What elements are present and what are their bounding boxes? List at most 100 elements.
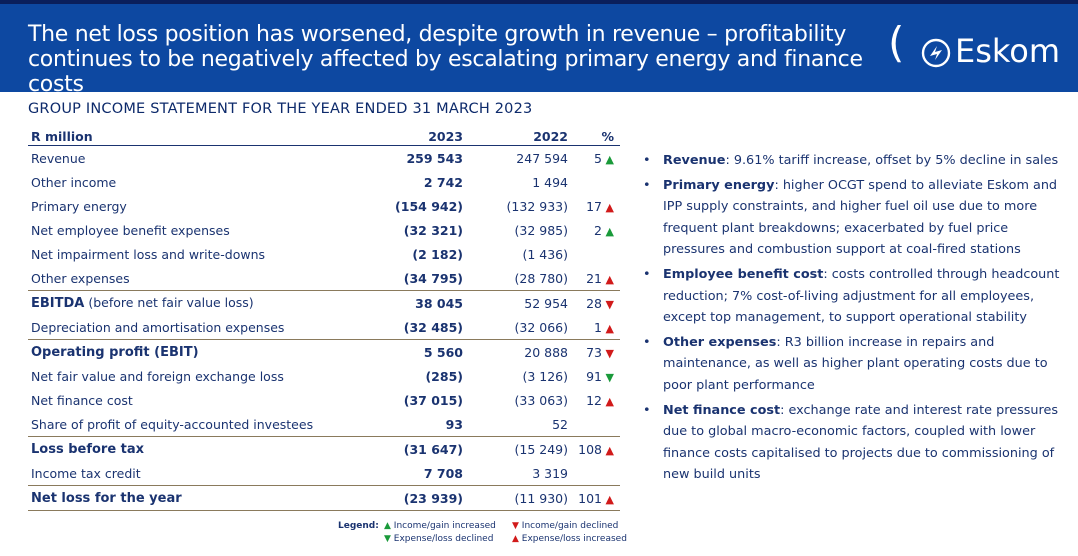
row-label-text: Depreciation and amortisation expenses: [31, 319, 285, 335]
slide-title-line2: continues to be negatively affected by e…: [28, 47, 863, 97]
row-label: EBITDA (before net fair value loss): [28, 290, 375, 315]
row-label: Share of profit of equity-accounted inve…: [28, 412, 375, 437]
slide-title: The net loss position has worsened, desp…: [28, 22, 888, 97]
row-label-text: Loss before tax: [31, 441, 145, 457]
row-label-text: Primary energy: [31, 198, 127, 214]
value-pct: 28 ▼: [568, 290, 620, 315]
table-row: Other income 2 742 1 494: [28, 170, 620, 194]
value-pct: 21 ▲: [568, 266, 620, 291]
value-2022: (32 066): [514, 319, 569, 335]
down-arrow-icon: ▼: [605, 370, 614, 384]
table-row: Revenue 259 543 247 594 5 ▲: [28, 146, 620, 171]
bullet-text: : higher OCGT spend to alleviate Eskom a…: [663, 177, 1058, 258]
row-label-text: Net finance cost: [31, 392, 133, 408]
table-header-row: R million 2023 2022 %: [28, 128, 620, 146]
header-2022: 2022: [463, 128, 568, 146]
row-label: Net impairment loss and write-downs: [28, 242, 375, 266]
value-2023: (154 942): [395, 198, 463, 214]
value-2023: (285): [425, 368, 463, 384]
bullet-dot-icon: •: [643, 266, 651, 282]
row-label: Net finance cost: [28, 388, 375, 412]
income-statement-table: R million 2023 2022 % Revenue 259 543 247 …: [28, 128, 620, 511]
row-label: Primary energy: [28, 194, 375, 218]
bullet-other-expenses: • Other expenses: R3 billion increase in …: [641, 332, 1071, 397]
bullet-head: Primary energy: [663, 177, 775, 193]
value-pct: 91 ▼: [568, 364, 620, 388]
bullet-employee-cost: • Employee benefit cost: costs controlled…: [641, 264, 1071, 329]
up-arrow-icon: ▲: [605, 152, 614, 166]
table-row: Net finance cost (37 015) (33 063) 12 ▲: [28, 388, 620, 412]
value-2023: (37 015): [403, 392, 463, 408]
legend-label: Expense/loss declined: [393, 534, 494, 544]
up-arrow-icon: ▲: [605, 272, 614, 286]
slide-title-line1: The net loss position has worsened, desp…: [28, 22, 847, 47]
table-row: Net employee benefit expenses (32 321) (32…: [28, 218, 620, 242]
legend-item: ▼ Income/gain declined: [512, 521, 618, 531]
value-2023: 7 708: [423, 465, 463, 481]
value-2022: 52 954: [463, 290, 568, 315]
table-row: Other expenses (34 795) (28 780) 21 ▲: [28, 266, 620, 291]
pct-text: 101: [578, 490, 602, 506]
table-row: Operating profit (EBIT) 5 560 20 888 73 ▼: [28, 339, 620, 364]
value-pct: 17 ▲: [568, 194, 620, 218]
logo-bracket: (: [888, 18, 905, 67]
value-pct: 101 ▲: [568, 485, 620, 511]
bullet-dot-icon: •: [643, 177, 651, 193]
bullet-dot-icon: •: [643, 334, 651, 350]
bullet-dot-icon: •: [643, 402, 651, 418]
value-2022: 1 494: [532, 174, 568, 190]
down-arrow-icon: ▼: [384, 534, 391, 544]
table-row: Loss before tax (31 647) (15 249) 108 ▲: [28, 436, 620, 461]
bullet-head: Net finance cost: [663, 402, 781, 418]
bullet-dot-icon: •: [643, 153, 651, 168]
value-2023: 38 045: [375, 290, 463, 315]
row-label-text: Operating profit (EBIT): [31, 344, 199, 360]
top-strip: [0, 0, 1078, 4]
row-label-text: Net employee benefit expenses: [31, 222, 230, 238]
value-2022: 20 888: [463, 339, 568, 364]
value-2022: (15 249): [463, 436, 568, 461]
table-row: Depreciation and amortisation expenses (3…: [28, 315, 620, 340]
table-row: Primary energy (154 942) (132 933) 17 ▲: [28, 194, 620, 218]
header-pct: %: [568, 128, 620, 146]
value-2023: (34 795): [403, 270, 463, 286]
value-pct: 5 ▲: [568, 146, 620, 171]
value-2022: (3 126): [522, 368, 568, 384]
down-arrow-icon: ▼: [605, 346, 614, 360]
row-label: Income tax credit: [28, 461, 375, 486]
eskom-logo-text: Eskom: [955, 32, 1061, 70]
value-pct: [568, 461, 620, 486]
bullet-text: : R3 billion increase in repairs and mai…: [663, 334, 1048, 393]
statement-subtitle: GROUP INCOME STATEMENT FOR THE YEAR ENDE…: [28, 101, 533, 117]
bullet-head: Employee benefit cost: [663, 266, 824, 282]
row-label: Other income: [28, 170, 375, 194]
up-arrow-icon: ▲: [605, 443, 614, 457]
bullet-revenue: • Revenue: 9.61% tariff increase, offset …: [641, 150, 1071, 172]
pct-text: 91: [586, 368, 602, 384]
row-label: Revenue: [28, 146, 375, 171]
row-label-text: Net fair value and foreign exchange loss: [31, 368, 284, 384]
up-arrow-icon: ▲: [605, 492, 614, 506]
value-2022: (132 933): [506, 198, 568, 214]
row-label: Operating profit (EBIT): [28, 339, 375, 364]
value-2022: (32 985): [514, 222, 569, 238]
legend-item: ▼ Expense/loss declined: [384, 534, 493, 544]
bullet-text: : exchange rate and interest rate pressu…: [663, 402, 1059, 483]
pct-text: 1: [594, 319, 602, 335]
value-pct: [568, 170, 620, 194]
header-rmillion: R million: [28, 128, 375, 146]
down-arrow-icon: ▼: [512, 521, 519, 531]
value-pct: [568, 412, 620, 437]
row-label-text: Net impairment loss and write-downs: [31, 246, 266, 262]
up-arrow-icon: ▲: [384, 521, 391, 531]
row-label-text: Income tax credit: [31, 465, 141, 481]
value-2023: 259 543: [406, 150, 463, 166]
value-2022: (28 780): [514, 270, 569, 286]
value-2022: 52: [552, 416, 568, 432]
bullet-text: : costs controlled through headcount red…: [663, 266, 1060, 326]
value-pct: 73 ▼: [568, 339, 620, 364]
table-row: Share of profit of equity-accounted inve…: [28, 412, 620, 437]
value-2022: 3 319: [532, 465, 568, 481]
value-2023: 93: [445, 416, 463, 432]
row-label-text: Share of profit of equity-accounted inve…: [31, 416, 314, 432]
